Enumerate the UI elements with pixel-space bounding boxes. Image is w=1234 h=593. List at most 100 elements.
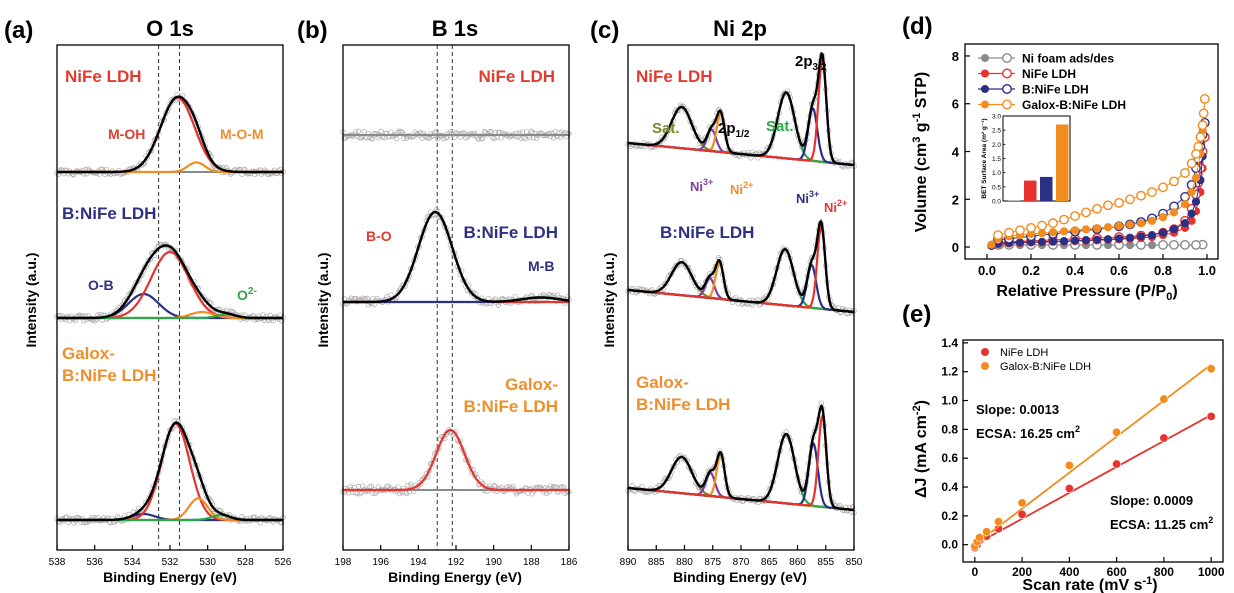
raw-data-point xyxy=(385,483,391,489)
adsorption-point xyxy=(1187,188,1196,197)
desorption-point xyxy=(1169,239,1179,250)
xtick-label: 200 xyxy=(1012,565,1032,579)
inset-ylabel: BET Surface Area (m² g⁻¹) xyxy=(981,118,988,198)
xtick-label: 1.0 xyxy=(1198,263,1216,278)
b1s-label-nife: NiFe LDH xyxy=(479,67,556,86)
data-point xyxy=(1064,483,1074,493)
xtick-label: 536 xyxy=(86,557,103,568)
adsorption-point xyxy=(1103,235,1113,244)
xtick-label: 880 xyxy=(676,557,693,568)
ni2p-label-ni2-2: Ni2+ xyxy=(824,198,847,215)
desorption-point xyxy=(1004,227,1014,238)
raw-data-point xyxy=(396,490,403,497)
panel-d-ylabel: Volume (cm3 g-1 STP) xyxy=(911,72,930,233)
data-point xyxy=(1206,364,1216,374)
ecsa-slope-nife: Slope: 0.0009 xyxy=(1110,493,1193,508)
panel-b-plot xyxy=(340,45,572,550)
adsorption-point xyxy=(1169,225,1179,234)
ecsa-value-nife: ECSA: 11.25 cm2 xyxy=(1110,515,1213,532)
xtick-label: 0 xyxy=(971,565,978,579)
desorption-point xyxy=(1158,182,1168,193)
xtick-label: 870 xyxy=(733,557,750,568)
desorption-point xyxy=(1114,197,1124,208)
adsorption-point xyxy=(1015,238,1025,247)
raw-data-point xyxy=(365,131,372,137)
fit-line xyxy=(974,363,1212,546)
adsorption-point xyxy=(1048,228,1058,237)
raw-data-point xyxy=(360,483,366,489)
raw-data-point xyxy=(153,247,159,254)
o1s-label-o2: O2- xyxy=(237,286,257,303)
panel-a-frame xyxy=(56,44,284,551)
data-point xyxy=(982,527,992,537)
raw-data-point xyxy=(378,128,384,135)
desorption-point xyxy=(1048,218,1058,229)
inset-ytick-label: 1.5 xyxy=(992,156,1001,163)
raw-data-point xyxy=(681,105,688,112)
desorption-point xyxy=(1081,207,1091,218)
xtick-label: 0.8 xyxy=(1154,263,1172,278)
legend-label: NiFe LDH xyxy=(1022,67,1076,81)
adsorption-point xyxy=(1158,213,1168,222)
ytick-label: 1.4 xyxy=(941,336,958,350)
desorption-point xyxy=(1191,148,1201,159)
panel-e-xlabel: Scan rate (mV s-1) xyxy=(1022,575,1157,593)
adsorption-point xyxy=(1180,219,1190,228)
raw-data-point xyxy=(529,491,535,497)
inset-bar xyxy=(1056,124,1069,201)
ni2p-label-ni3-1: Ni3+ xyxy=(690,177,713,194)
o1s-label-galox-2: B:NiFe LDH xyxy=(62,366,156,385)
raw-data-point xyxy=(528,128,534,134)
xtick-label: 538 xyxy=(49,557,66,568)
legend-label: Galox-B:NiFe LDH xyxy=(1022,98,1126,112)
panel-e-ylabel: ΔJ (mA cm-2) xyxy=(911,400,930,498)
desorption-point xyxy=(1103,200,1113,211)
xtick-label: 196 xyxy=(372,557,389,568)
desorption-point xyxy=(1147,187,1157,198)
legend-marker-filled xyxy=(981,69,989,78)
data-point xyxy=(1159,394,1169,404)
panel-a-ylabel: Intensity (a.u.) xyxy=(23,253,39,348)
ni2p-label-2p32: 2p3/2 xyxy=(795,53,827,73)
fit-envelope xyxy=(57,95,283,174)
inset-bar xyxy=(1040,176,1053,201)
raw-data-point xyxy=(389,133,396,139)
b1s-label-galox-2: B:NiFe LDH xyxy=(464,397,558,416)
legend-marker-filled xyxy=(981,54,989,62)
desorption-point xyxy=(1070,211,1080,221)
data-point xyxy=(1112,427,1122,437)
desorption-point xyxy=(1199,94,1210,104)
desorption-point xyxy=(1195,132,1206,143)
raw-data-point xyxy=(429,133,435,139)
adsorption-point xyxy=(1136,219,1146,228)
xtick-label: 194 xyxy=(410,557,427,568)
ytick-label: 6 xyxy=(952,97,959,112)
legend-marker-open xyxy=(1002,99,1013,110)
inset-ytick-label: 2.0 xyxy=(992,142,1001,149)
ytick-label: 0.2 xyxy=(941,509,958,523)
panel-e-ticks: 0 200 400 600 800 1000 0.0 0.2 0.4 0.6 0.8 1.0 1.2 1.… xyxy=(941,336,1225,579)
xtick-label: 1000 xyxy=(1198,565,1225,579)
xtick-label: 532 xyxy=(162,557,179,568)
legend-marker-open xyxy=(1002,68,1013,79)
fit-peak xyxy=(627,277,855,314)
o1s-label-m-oh: M-OH xyxy=(108,126,145,142)
panel-b: (b) B 1s Intensity (a.u.) Binding Energy… xyxy=(297,16,578,585)
ecsa-value-galox: ECSA: 16.25 cm2 xyxy=(976,424,1080,441)
adsorption-point xyxy=(1081,225,1091,234)
data-point xyxy=(1017,509,1027,519)
data-point xyxy=(1206,411,1216,421)
xtick-label: 198 xyxy=(335,557,352,568)
ytick-label: 1.2 xyxy=(941,365,958,379)
inset-ytick-label: 0.0 xyxy=(992,199,1001,206)
panel-a-title: O 1s xyxy=(146,16,194,41)
xtick-label: 192 xyxy=(448,557,465,568)
fit-envelope xyxy=(627,219,855,314)
panel-d-frame xyxy=(964,43,1219,260)
adsorption-point xyxy=(1092,224,1102,233)
panel-e-plot xyxy=(970,363,1216,553)
fit-envelope xyxy=(627,403,855,512)
desorption-point xyxy=(1169,176,1179,187)
o1s-label-galox-1: Galox- xyxy=(62,344,115,363)
